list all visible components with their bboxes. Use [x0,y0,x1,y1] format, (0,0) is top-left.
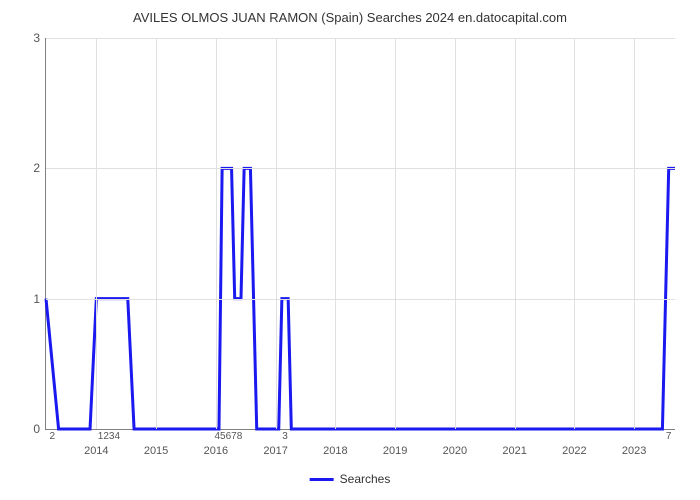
grid-line-v [634,38,635,429]
x-tick-label: 2022 [562,429,586,457]
x-tick-label: 2023 [622,429,646,457]
y-tick-label: 1 [33,292,46,306]
legend-label: Searches [340,472,391,486]
grid-line-v [276,38,277,429]
grid-line-v [574,38,575,429]
grid-line-h [46,38,675,39]
grid-line-v [96,38,97,429]
y-tick-label: 3 [33,31,46,45]
grid-line-h [46,299,675,300]
grid-line-v [156,38,157,429]
x-data-label: 3 [282,429,288,442]
grid-line-v [395,38,396,429]
grid-line-v [455,38,456,429]
x-data-label: 1234 [98,429,120,442]
y-tick-label: 0 [33,422,46,436]
x-tick-label: 2020 [443,429,467,457]
x-data-label: 45678 [215,429,243,442]
x-data-label: 7 [666,429,672,442]
x-tick-label: 2021 [502,429,526,457]
legend-swatch [310,478,334,481]
chart-container: AVILES OLMOS JUAN RAMON (Spain) Searches… [10,10,690,490]
x-data-label: 2 [50,429,56,442]
grid-line-h [46,168,675,169]
plot-area: 0123201420152016201720182019202020212022… [45,38,675,430]
x-tick-label: 2019 [383,429,407,457]
line-series [46,38,675,429]
x-tick-label: 2015 [144,429,168,457]
grid-line-v [216,38,217,429]
y-tick-label: 2 [33,161,46,175]
legend: Searches [310,472,391,486]
grid-line-v [335,38,336,429]
x-tick-label: 2018 [323,429,347,457]
grid-line-v [515,38,516,429]
chart-title: AVILES OLMOS JUAN RAMON (Spain) Searches… [10,10,690,25]
